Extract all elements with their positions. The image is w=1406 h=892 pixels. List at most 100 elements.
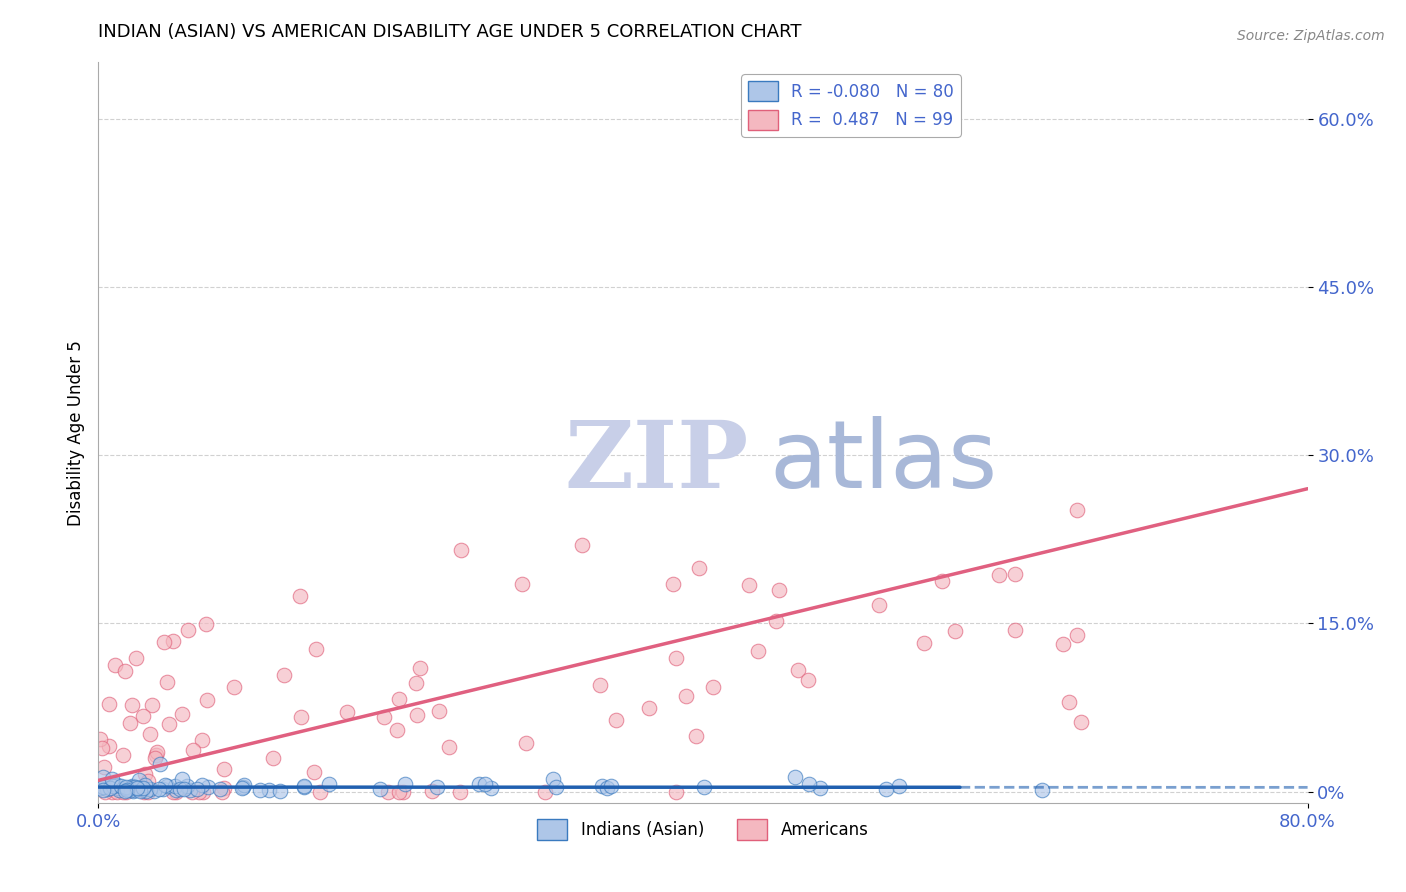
Point [136, 784, 159, 798]
Point [595, 781, 617, 796]
Point [318, 777, 340, 791]
Text: INDIAN (ASIAN) VS AMERICAN DISABILITY AGE UNDER 5 CORRELATION CHART: INDIAN (ASIAN) VS AMERICAN DISABILITY AG… [98, 23, 801, 41]
Point [124, 780, 146, 795]
Point [132, 781, 155, 796]
Point [148, 781, 170, 796]
Point [292, 779, 315, 793]
Point [177, 624, 200, 638]
Point [148, 756, 170, 771]
Point [173, 781, 195, 796]
Point [132, 709, 155, 723]
Point [120, 782, 142, 797]
Point [143, 750, 166, 764]
Point [450, 784, 472, 798]
Point [515, 736, 537, 750]
Point [1066, 503, 1088, 517]
Point [408, 661, 430, 675]
Point [165, 779, 187, 793]
Point [257, 783, 280, 797]
Point [479, 781, 502, 796]
Point [797, 777, 820, 791]
Point [115, 780, 138, 795]
Point [427, 704, 450, 718]
Point [172, 772, 194, 786]
Point [114, 784, 136, 798]
Point [262, 751, 284, 765]
Point [89, 732, 111, 747]
Point [665, 784, 688, 798]
Point [304, 765, 326, 780]
Point [107, 781, 129, 796]
Point [181, 743, 204, 757]
Point [195, 617, 218, 632]
Point [165, 784, 187, 798]
Point [273, 668, 295, 682]
Point [129, 783, 152, 797]
Point [139, 781, 162, 796]
Point [124, 782, 146, 797]
Point [135, 784, 157, 798]
Point [785, 770, 807, 784]
Point [394, 776, 416, 790]
Point [114, 664, 136, 678]
Point [211, 784, 233, 798]
Point [738, 577, 761, 591]
Point [91, 783, 114, 797]
Point [931, 574, 953, 588]
Point [111, 784, 134, 798]
Point [589, 678, 612, 692]
Point [139, 727, 162, 741]
Point [101, 772, 124, 786]
Point [98, 697, 121, 711]
Point [120, 780, 142, 795]
Point [887, 780, 910, 794]
Point [685, 729, 707, 743]
Point [93, 760, 115, 774]
Point [127, 780, 149, 795]
Point [468, 777, 491, 791]
Point [869, 599, 891, 613]
Point [186, 782, 208, 797]
Point [129, 780, 152, 795]
Point [808, 780, 831, 795]
Legend: Indians (Asian), Americans: Indians (Asian), Americans [530, 813, 876, 847]
Point [688, 561, 710, 575]
Point [541, 772, 564, 786]
Point [392, 784, 415, 798]
Point [91, 770, 114, 784]
Point [571, 538, 593, 552]
Point [675, 689, 697, 703]
Point [875, 781, 897, 796]
Point [1059, 695, 1081, 709]
Point [188, 784, 211, 798]
Point [510, 577, 533, 591]
Point [191, 784, 214, 798]
Point [605, 713, 627, 727]
Point [665, 651, 688, 665]
Point [591, 779, 613, 793]
Point [377, 784, 399, 798]
Point [96, 781, 118, 796]
Point [120, 716, 142, 731]
Point [405, 675, 427, 690]
Point [288, 589, 311, 603]
Point [121, 780, 143, 794]
Point [600, 779, 623, 793]
Text: ZIP: ZIP [564, 417, 748, 508]
Point [212, 762, 235, 776]
Point [156, 779, 179, 793]
Point [290, 710, 312, 724]
Point [169, 782, 191, 797]
Point [117, 783, 139, 797]
Point [797, 673, 820, 688]
Point [420, 784, 443, 798]
Point [134, 767, 156, 781]
Point [121, 779, 143, 793]
Point [141, 698, 163, 712]
Point [212, 781, 235, 796]
Point [103, 777, 125, 791]
Point [155, 779, 177, 793]
Point [157, 717, 180, 731]
Point [222, 680, 245, 694]
Point [121, 698, 143, 713]
